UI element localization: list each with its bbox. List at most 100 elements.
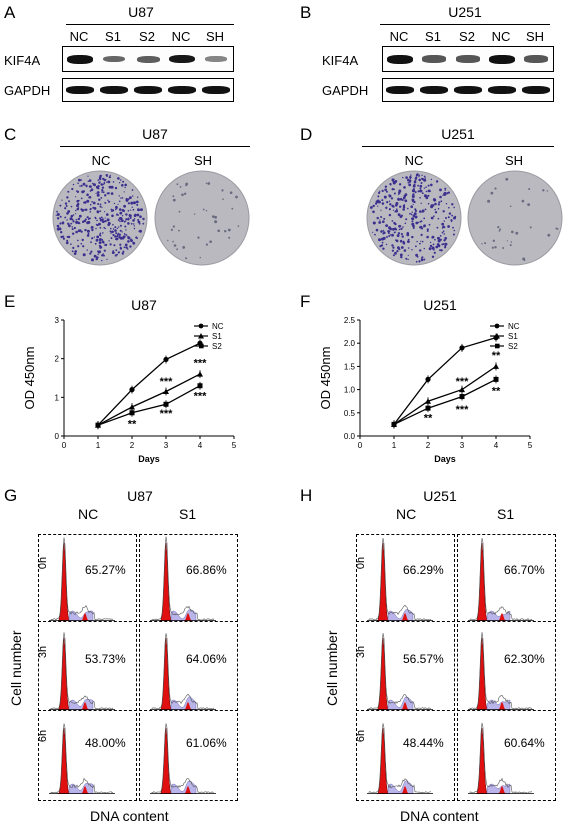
g2-peak	[498, 613, 506, 621]
g1-peak	[376, 637, 391, 710]
chart-f-point-s1	[459, 386, 465, 393]
panel-d-colony-dish-sh	[467, 170, 563, 266]
g2-peak	[498, 786, 506, 794]
chart-f-point-s2	[459, 394, 465, 400]
chart-e-significance-mark: ***	[160, 408, 174, 420]
chart-f-x-tick-label: 0	[358, 441, 363, 450]
kif4a-band	[169, 54, 195, 64]
chart-e-y-tick-label: 0	[55, 432, 60, 441]
lane-label-nc: NC	[171, 29, 191, 44]
lane-label-s1: S1	[425, 29, 441, 44]
chart-f-x-tick-label: 4	[494, 441, 499, 450]
flow-col-label-s1: S1	[497, 506, 515, 522]
panel-d-title: U251	[441, 126, 475, 142]
chart-e-x-tick-label: 3	[164, 441, 169, 450]
lane-label-sh: SH	[525, 29, 545, 44]
panel-d-dish-label-nc: NC	[404, 153, 424, 168]
chart-e-legend-entry-nc: NC	[212, 322, 224, 331]
chart-f-x-tick-label: 2	[426, 441, 431, 450]
panel-letter-c: C	[4, 125, 17, 144]
panel-d-colony-dish-nc	[366, 170, 462, 266]
g2-peak	[81, 702, 89, 710]
gapdh-band	[202, 86, 230, 94]
flow-histogram-cell: 66.86%	[139, 534, 238, 622]
panel-letter-f: F	[300, 292, 311, 311]
kif4a-band	[205, 56, 227, 62]
panel-c-colony-dish-sh	[154, 170, 250, 266]
lane-label-nc: NC	[389, 29, 409, 44]
chart-f-significance-mark: ***	[456, 376, 470, 388]
g2-peak	[401, 786, 409, 794]
chart-e-x-tick-label: 0	[62, 441, 67, 450]
flow-histogram-cell: 66.70%	[457, 534, 556, 622]
g1-percentage: 66.29%	[403, 563, 444, 577]
panel-g-xlabel: DNA content	[90, 808, 169, 824]
flow-row-label-0h: 0h	[37, 556, 50, 570]
chart-f-legend-entry-s1: S1	[508, 332, 518, 341]
chart-f-y-tick-label: 2.5	[344, 316, 356, 325]
chart-f-y-tick-label: 0.0	[344, 432, 356, 441]
panel-g-title: U87	[127, 488, 153, 504]
chart-e-legend-marker	[198, 323, 204, 329]
chart-f-x-tick-label: 3	[460, 441, 465, 450]
gapdh-band	[66, 86, 94, 94]
chart-f-x-tick-label: 1	[392, 441, 397, 450]
chart-e-point-nc	[129, 387, 135, 393]
chart-f-point-s2	[425, 405, 431, 411]
chart-e-point-s2	[95, 422, 101, 428]
panel-a-title-rule	[66, 24, 234, 25]
raw-trace	[151, 536, 215, 621]
gapdh-band	[168, 86, 196, 94]
panel-letter-a: A	[4, 3, 16, 22]
g1-peak	[475, 727, 490, 794]
gapdh-band	[134, 86, 162, 94]
dna-histogram	[468, 722, 534, 794]
lane-label-s2: S2	[459, 29, 475, 44]
dna-histogram	[367, 723, 433, 794]
raw-trace	[368, 537, 432, 621]
panel-letter-g: G	[4, 486, 18, 505]
panel-g-ylabel: Cell number	[8, 630, 24, 706]
chart-e-point-s2	[163, 401, 169, 407]
chart-e-x-tick-label: 1	[96, 441, 101, 450]
flow-histogram-cell: 48.44% 6h	[355, 708, 455, 801]
chart-e-significance-mark: **	[128, 419, 137, 431]
chart-f-y-tick-label: 0.5	[344, 409, 356, 418]
g2-peak	[81, 613, 89, 621]
g1-peak	[159, 727, 174, 794]
raw-trace	[50, 723, 114, 794]
s-phase-region	[387, 609, 414, 621]
raw-trace	[469, 632, 533, 710]
chart-f-legend-marker	[495, 343, 500, 349]
gapdh-band	[488, 86, 516, 94]
gapdh-band	[100, 86, 128, 94]
panel-f-growth-chart: U251 0 1 2 3 4 5 0.0 0.5 1.0 1.5 2.0 2.5 Days OD 450nm…	[318, 297, 533, 464]
raw-trace	[50, 537, 114, 621]
g2-peak	[184, 786, 192, 794]
lane-label-nc: NC	[491, 29, 511, 44]
chart-f-significance-mark: **	[492, 350, 501, 362]
chart-e-point-s1	[163, 388, 169, 395]
chart-f-y-tick-label: 2.0	[344, 339, 356, 348]
dna-histogram	[49, 537, 115, 621]
flow-col-label-nc: NC	[396, 506, 417, 522]
panel-h-ylabel: Cell number	[324, 630, 340, 706]
flow-row-label-3h: 3h	[37, 645, 50, 659]
chart-f-point-s2	[493, 376, 499, 382]
panel-d-dish-label-sh: SH	[504, 153, 524, 168]
chart-e-point-s1	[129, 404, 135, 410]
chart-f-ylabel: OD 450nm	[318, 347, 333, 410]
flow-col-label-nc: NC	[78, 506, 99, 522]
flow-histogram-cell: 56.57% 3h	[355, 624, 455, 711]
dna-histogram	[468, 632, 534, 710]
s-phase-region	[486, 783, 511, 794]
panel-letter-e: E	[4, 292, 16, 311]
chart-e-point-s2	[129, 410, 135, 416]
chart-f-legend-marker	[494, 333, 500, 339]
chart-f-series-line-s1	[393, 365, 497, 425]
dna-histogram	[150, 633, 216, 710]
lane-label-sh: SH	[205, 29, 225, 44]
raw-trace	[368, 633, 432, 710]
chart-e-series-line-s2	[97, 385, 201, 426]
flow-histogram-cell: 61.06%	[139, 708, 238, 801]
